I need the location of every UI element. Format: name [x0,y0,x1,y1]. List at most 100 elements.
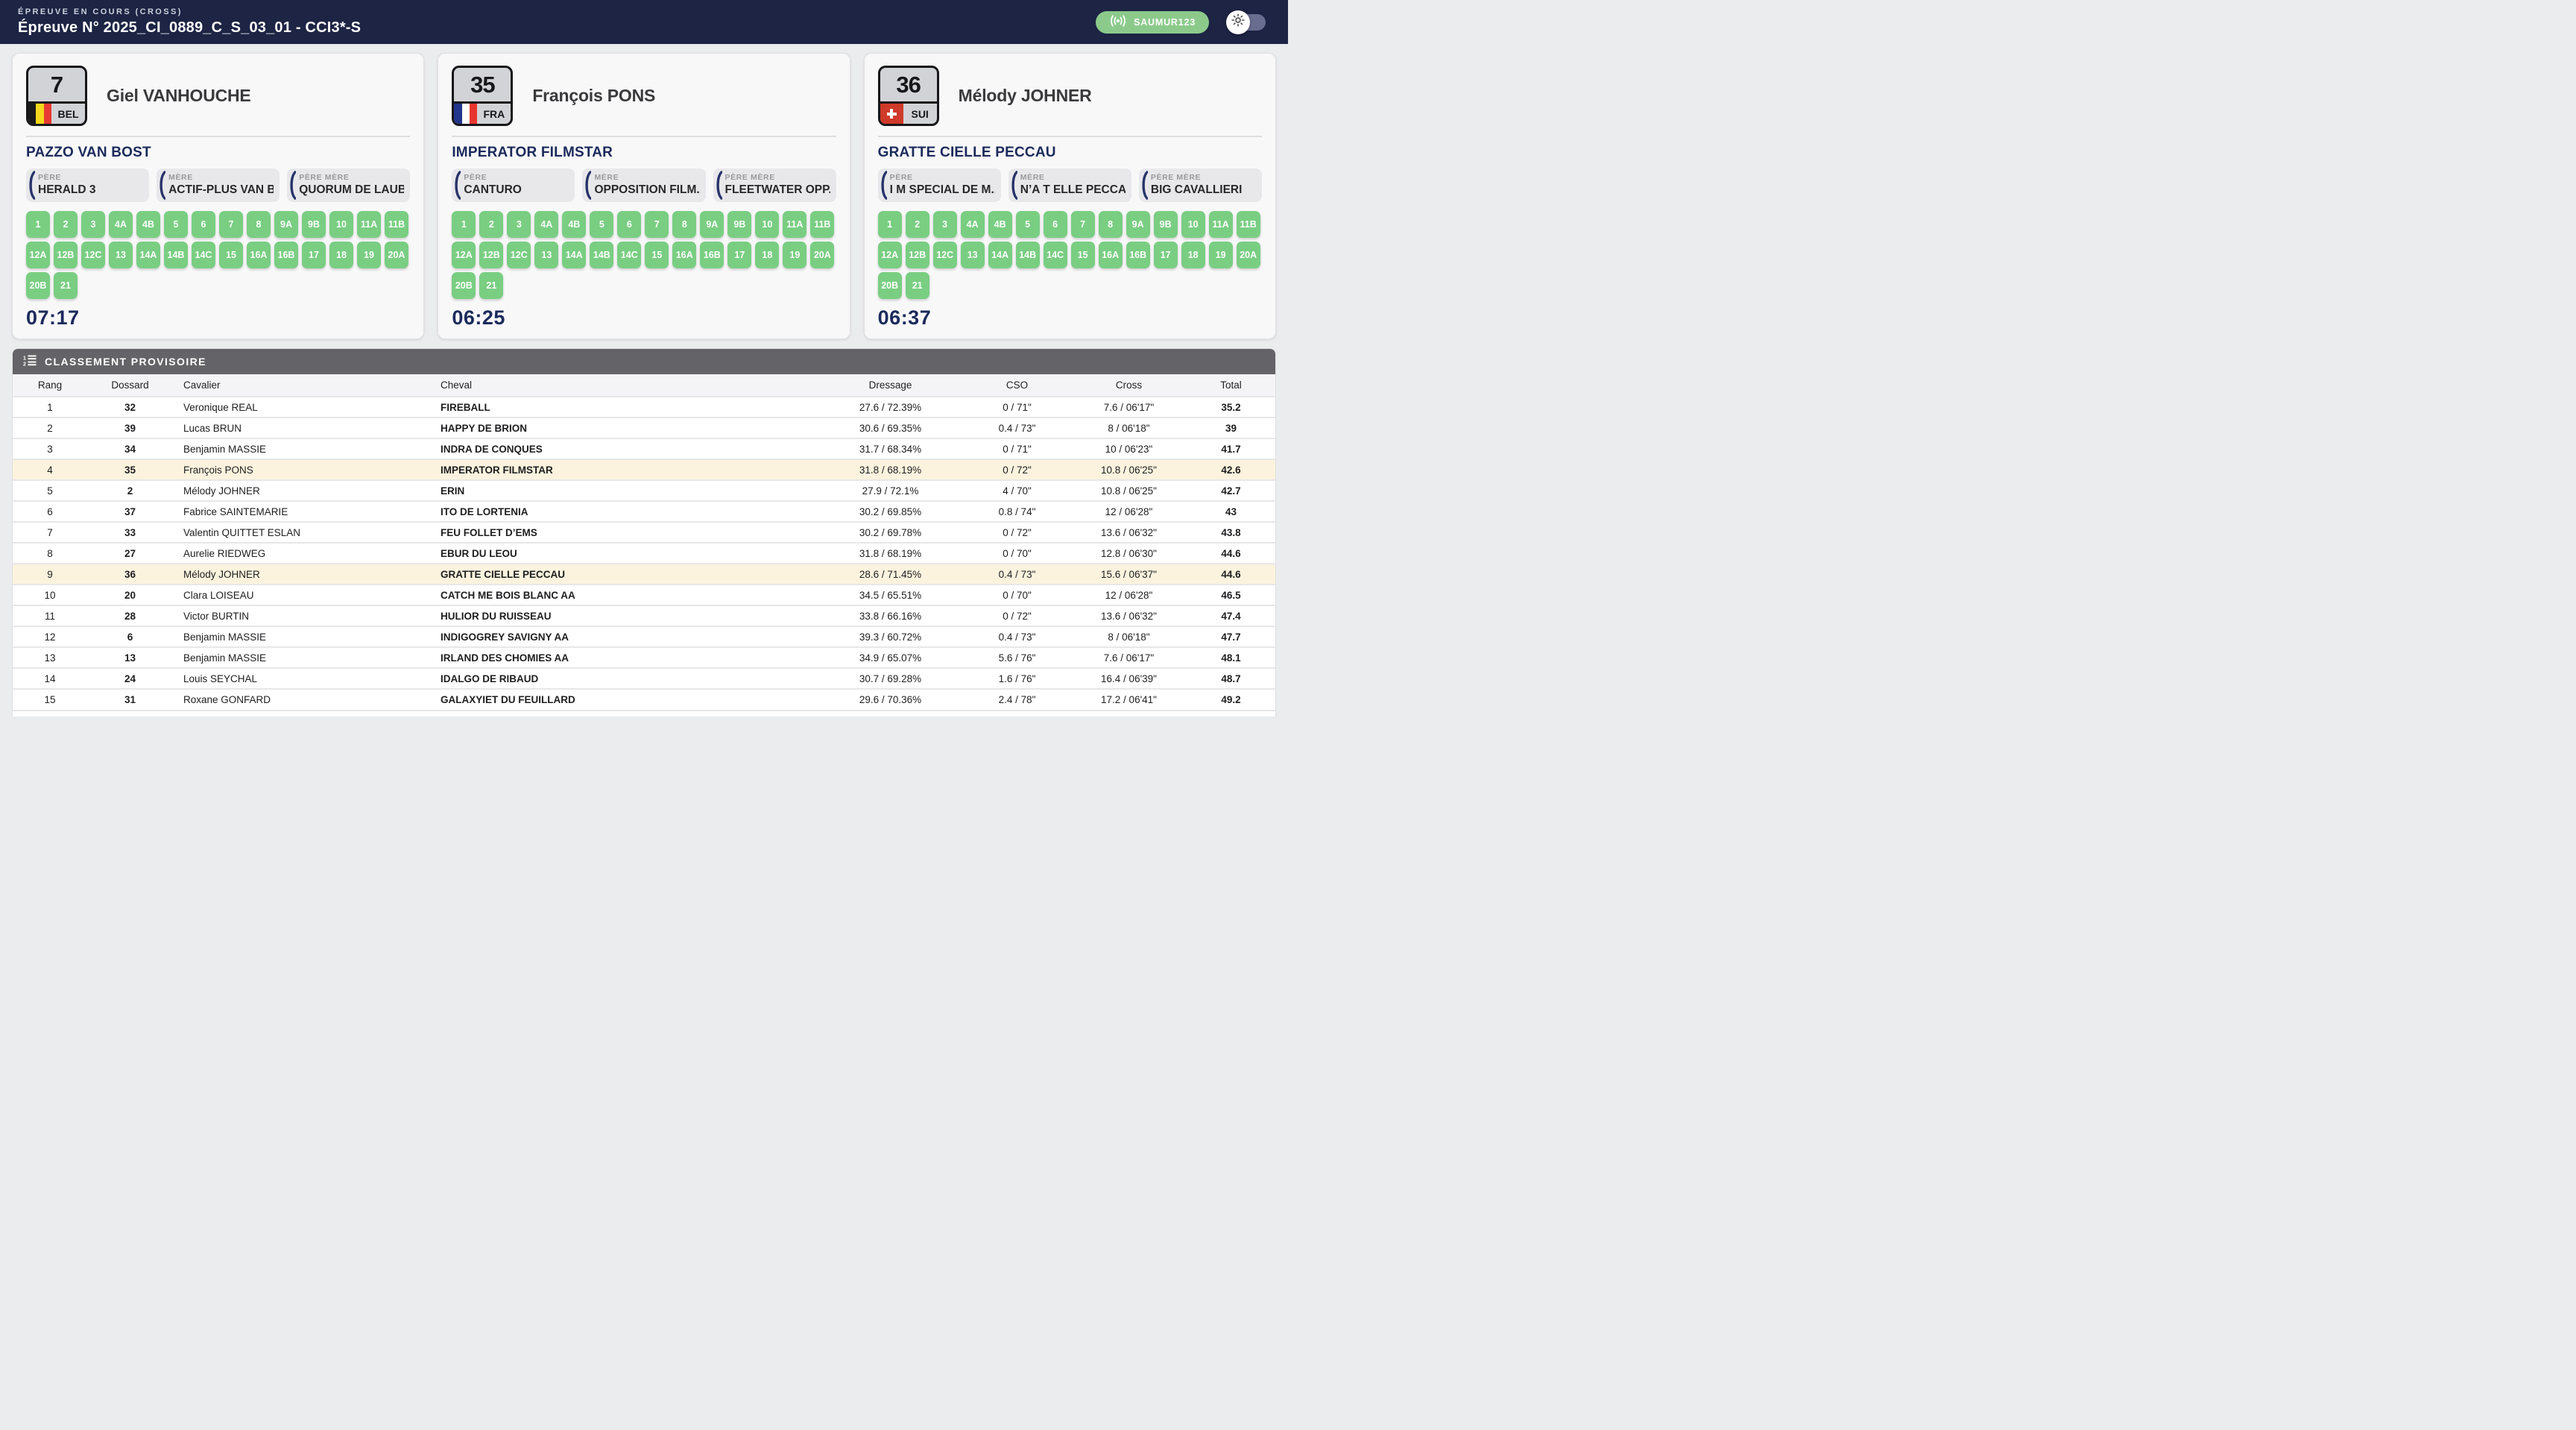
checkpoint-button[interactable]: 21 [54,272,78,299]
checkpoint-button[interactable]: 16A [247,242,271,268]
bracket-icon [881,171,887,200]
checkpoint-button[interactable]: 4B [562,211,587,238]
checkpoint-button[interactable]: 7 [219,211,243,238]
checkpoint-button[interactable]: 20B [452,272,476,299]
checkpoint-button[interactable]: 19 [357,242,381,268]
checkpoint-button[interactable]: 11B [1236,211,1260,238]
bib-number: 36 [880,68,937,104]
checkpoint-button[interactable]: 19 [783,242,807,268]
checkpoint-button[interactable]: 15 [219,242,243,268]
checkpoint-button[interactable]: 14A [562,242,587,268]
checkpoint-button[interactable]: 9A [274,211,298,238]
checkpoint-button[interactable]: 9A [1126,211,1150,238]
checkpoint-button[interactable]: 18 [1181,242,1205,268]
checkpoint-button[interactable]: 5 [590,211,614,238]
checkpoint-button[interactable]: 17 [302,242,326,268]
checkpoint-button[interactable]: 19 [1208,242,1233,268]
checkpoint-button[interactable]: 16A [1098,242,1123,268]
checkpoint-button[interactable]: 12A [26,242,50,268]
column-header-cheval: Cheval [430,374,818,397]
cell-cavalier: Aurelie RIEDWEG [173,542,430,564]
checkpoint-button[interactable]: 6 [1043,211,1067,238]
checkpoint-button[interactable]: 15 [1070,242,1095,268]
checkpoint-button[interactable]: 16B [274,242,298,268]
checkpoint-button[interactable]: 18 [329,242,353,268]
checkpoint-button[interactable]: 1 [452,211,476,238]
checkpoint-button[interactable]: 12B [905,242,929,268]
checkpoint-button[interactable]: 21 [905,272,929,299]
checkpoint-button[interactable]: 7 [645,211,669,238]
cell-cross: 8 / 06'18" [1071,626,1187,647]
checkpoint-button[interactable]: 20A [1236,242,1260,268]
checkpoint-button[interactable]: 9A [700,211,724,238]
checkpoint-button[interactable]: 9B [302,211,326,238]
checkpoint-button[interactable]: 11A [783,211,807,238]
checkpoint-button[interactable]: 14B [1015,242,1040,268]
checkpoint-button[interactable]: 4A [109,211,133,238]
checkpoint-button[interactable]: 14C [1043,242,1067,268]
checkpoint-button[interactable]: 2 [479,211,504,238]
checkpoint-button[interactable]: 15 [645,242,669,268]
checkpoint-button[interactable]: 18 [755,242,780,268]
checkpoint-button[interactable]: 9B [1153,211,1178,238]
checkpoint-button[interactable]: 20A [810,242,835,268]
checkpoint-button[interactable]: 12C [81,242,105,268]
checkpoint-button[interactable]: 8 [1098,211,1123,238]
checkpoint-button[interactable]: 9B [727,211,752,238]
checkpoint-button[interactable]: 14C [192,242,215,268]
checkpoint-button[interactable]: 20B [26,272,50,299]
checkpoint-button[interactable]: 1 [877,211,902,238]
checkpoint-button[interactable]: 16B [700,242,724,268]
checkpoint-button[interactable]: 14C [617,242,642,268]
checkpoint-button[interactable]: 11A [357,211,381,238]
checkpoint-button[interactable]: 20B [877,272,902,299]
checkpoint-button[interactable]: 12B [54,242,78,268]
checkpoint-button[interactable]: 4A [960,211,985,238]
checkpoint-button[interactable]: 17 [727,242,752,268]
checkpoint-button[interactable]: 8 [672,211,697,238]
checkpoint-button[interactable]: 5 [1015,211,1040,238]
checkpoint-button[interactable]: 7 [1070,211,1095,238]
checkpoint-button[interactable]: 5 [164,211,188,238]
checkpoint-button[interactable]: 14B [590,242,614,268]
checkpoint-button[interactable]: 4A [534,211,559,238]
checkpoint-button[interactable]: 2 [905,211,929,238]
checkpoint-button[interactable]: 16B [1126,242,1150,268]
checkpoint-button[interactable]: 8 [247,211,271,238]
checkpoint-button[interactable]: 12C [507,242,531,268]
checkpoint-button[interactable]: 17 [1153,242,1178,268]
checkpoint-button[interactable]: 13 [534,242,559,268]
checkpoint-button[interactable]: 6 [192,211,215,238]
checkpoint-button[interactable]: 4B [136,211,160,238]
checkpoint-button[interactable]: 12B [479,242,504,268]
checkpoint-button[interactable]: 13 [960,242,985,268]
checkpoint-button[interactable]: 12A [452,242,476,268]
column-header-dossard: Dossard [87,374,173,397]
checkpoint-button[interactable]: 11B [810,211,835,238]
live-badge[interactable]: SAUMUR123 [1096,10,1209,34]
checkpoint-button[interactable]: 2 [54,211,78,238]
checkpoint-button[interactable]: 14A [988,242,1012,268]
checkpoint-button[interactable]: 12A [877,242,902,268]
checkpoint-button[interactable]: 21 [479,272,504,299]
pedigree-row: PÈRE CANTURO MÈRE OPPOSITION FILM... PÈR… [452,168,836,202]
theme-toggle[interactable] [1226,10,1266,34]
checkpoint-button[interactable]: 3 [81,211,105,238]
checkpoint-button[interactable]: 14A [136,242,160,268]
checkpoint-button[interactable]: 6 [617,211,642,238]
checkpoint-button[interactable]: 11A [1208,211,1233,238]
checkpoint-button[interactable]: 11B [385,211,408,238]
checkpoint-button[interactable]: 1 [26,211,50,238]
checkpoint-button[interactable]: 10 [1181,211,1205,238]
checkpoint-button[interactable]: 10 [755,211,780,238]
checkpoint-button[interactable]: 3 [507,211,531,238]
checkpoint-button[interactable]: 20A [385,242,408,268]
checkpoint-button[interactable]: 10 [329,211,353,238]
checkpoint-button[interactable]: 16A [672,242,697,268]
cell-rang: 12 [13,626,87,647]
checkpoint-button[interactable]: 14B [164,242,188,268]
checkpoint-button[interactable]: 4B [988,211,1012,238]
checkpoint-button[interactable]: 3 [932,211,957,238]
checkpoint-button[interactable]: 12C [932,242,957,268]
checkpoint-button[interactable]: 13 [109,242,133,268]
